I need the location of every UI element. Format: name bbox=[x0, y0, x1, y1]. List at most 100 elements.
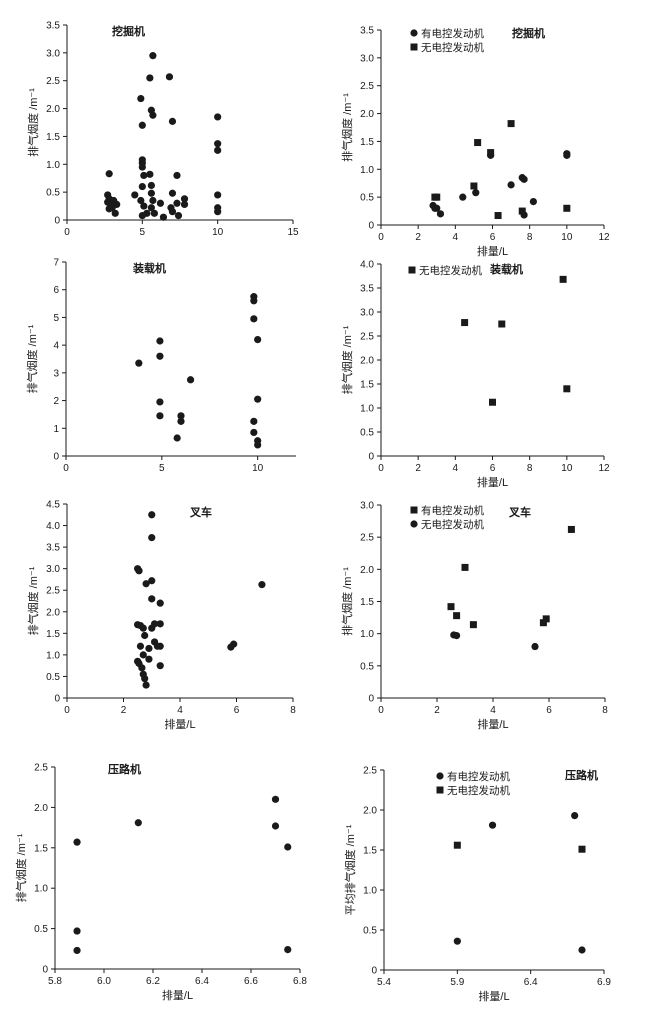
x-tick-label-6: 6 bbox=[234, 705, 240, 716]
data-point bbox=[254, 441, 262, 449]
y-tick-label-1p5: 1.5 bbox=[360, 137, 374, 148]
data-point bbox=[159, 213, 168, 221]
data-point bbox=[529, 198, 537, 206]
y-axis-label: 排气烟度 /m⁻¹ bbox=[26, 88, 40, 157]
y-tick-label-2p0: 2.0 bbox=[360, 356, 374, 367]
chart-loader-1: 0 5 10 0 1 2 3 4 5 6 7 排气烟度 /m⁻¹ 装载机 bbox=[25, 258, 296, 474]
data-point bbox=[156, 620, 164, 628]
x-axis-label: 排量/L bbox=[478, 989, 509, 1003]
x-axis-label: 排量/L bbox=[477, 717, 508, 731]
x-tick-label-6p0: 6.0 bbox=[97, 976, 111, 987]
legend-label: 有电控发动机 bbox=[447, 770, 510, 783]
x-tick-label-5p4: 5.4 bbox=[377, 977, 391, 988]
data-point bbox=[168, 117, 177, 125]
data-point bbox=[73, 946, 81, 955]
data-point bbox=[436, 210, 445, 218]
data-point bbox=[173, 434, 181, 442]
data-point bbox=[142, 580, 150, 588]
y-tick-label-1: 1 bbox=[53, 424, 59, 435]
chart-title: 压路机 bbox=[565, 768, 598, 782]
x-tick-label-10: 10 bbox=[561, 232, 573, 243]
data-point bbox=[284, 843, 292, 851]
y-tick-label-3p0: 3.0 bbox=[360, 53, 374, 64]
data-point bbox=[143, 209, 151, 217]
data-point bbox=[165, 73, 174, 81]
y-tick-label-2p5: 2.5 bbox=[46, 76, 60, 87]
data-point bbox=[137, 94, 145, 103]
y-tick-label-3p5: 3.5 bbox=[360, 26, 374, 37]
x-tick-label-6: 6 bbox=[546, 705, 552, 716]
data-point bbox=[453, 841, 461, 849]
legend-label: 有电控发动机 bbox=[421, 504, 484, 517]
chart-title: 叉车 bbox=[508, 505, 531, 519]
data-point bbox=[113, 200, 121, 208]
y-tick-label-3p0: 3.0 bbox=[46, 564, 60, 575]
data-point bbox=[168, 208, 177, 216]
data-point bbox=[214, 140, 222, 148]
x-tick-label-6p9: 6.9 bbox=[597, 977, 611, 988]
y-tick-label-4p5: 4.5 bbox=[46, 500, 60, 511]
y-tick-label-0: 0 bbox=[371, 966, 377, 977]
chart-loader-2: 0 2 4 6 8 10 12 0 0.5 1.0 1.5 2.0 2.5 3.0 3.5 4.0 排量/L 排气… bbox=[340, 260, 610, 490]
data-point bbox=[459, 193, 467, 201]
data-point bbox=[453, 612, 461, 620]
y-tick-label-3p0: 3.0 bbox=[46, 48, 60, 59]
data-point bbox=[214, 208, 222, 216]
x-tick-label-12: 12 bbox=[598, 232, 610, 243]
y-axis-label: 排气烟度 /m⁻¹ bbox=[14, 833, 28, 902]
data-point bbox=[148, 577, 156, 585]
x-tick-label-6p4: 6.4 bbox=[195, 976, 209, 987]
data-point bbox=[258, 581, 266, 589]
data-point bbox=[518, 207, 526, 215]
data-point bbox=[559, 275, 567, 283]
data-point bbox=[148, 595, 156, 603]
y-tick-label-0: 0 bbox=[42, 965, 48, 976]
x-tick-label-0: 0 bbox=[378, 232, 384, 243]
data-point bbox=[433, 204, 441, 212]
legend-label: 无电控发动机 bbox=[447, 784, 510, 797]
data-point bbox=[578, 946, 586, 954]
data-point bbox=[254, 336, 262, 344]
data-point bbox=[487, 149, 495, 157]
y-tick-label-4p0: 4.0 bbox=[46, 521, 60, 532]
data-point bbox=[148, 534, 156, 542]
data-point bbox=[250, 315, 258, 323]
data-point bbox=[469, 621, 477, 629]
data-point bbox=[140, 202, 148, 210]
chart-forklift-2: 0 2 4 6 8 0 0.5 1.0 1.5 2.0 2.5 3.0 排量/L 排气烟度 /m⁻¹ 叉车 有… bbox=[340, 501, 608, 732]
y-tick-label-2p0: 2.0 bbox=[34, 803, 48, 814]
data-point bbox=[571, 812, 579, 820]
y-tick-label-4: 4 bbox=[53, 341, 59, 352]
y-tick-label-0: 0 bbox=[54, 216, 60, 227]
y-tick-label-1p5: 1.5 bbox=[34, 843, 48, 854]
legend-label: 有电控发动机 bbox=[421, 27, 484, 40]
y-tick-label-1p0: 1.0 bbox=[46, 650, 60, 661]
y-tick-label-1p5: 1.5 bbox=[363, 846, 377, 857]
data-point bbox=[250, 297, 258, 305]
y-tick-label-0p5: 0.5 bbox=[360, 428, 374, 439]
y-tick-label-1p0: 1.0 bbox=[360, 165, 374, 176]
x-axis-label: 排量/L bbox=[477, 475, 508, 489]
data-point bbox=[140, 171, 148, 180]
data-point bbox=[186, 376, 195, 384]
data-point bbox=[250, 428, 258, 437]
y-tick-label-5: 5 bbox=[53, 313, 59, 324]
legend-label: 无电控发动机 bbox=[421, 518, 484, 531]
data-point bbox=[461, 563, 469, 571]
data-point bbox=[131, 191, 139, 199]
y-tick-label-0p5: 0.5 bbox=[46, 672, 60, 683]
data-point bbox=[139, 651, 147, 659]
y-tick-label-7: 7 bbox=[53, 258, 59, 269]
data-point bbox=[156, 352, 164, 360]
data-point bbox=[149, 196, 157, 205]
y-tick-label-2p0: 2.0 bbox=[363, 806, 377, 817]
x-tick-label-5: 5 bbox=[140, 227, 146, 238]
data-point bbox=[284, 946, 292, 954]
data-point bbox=[138, 182, 146, 191]
data-point bbox=[539, 619, 547, 627]
data-point bbox=[156, 398, 164, 406]
data-point bbox=[148, 624, 156, 632]
data-point bbox=[145, 655, 153, 663]
x-tick-label-0: 0 bbox=[64, 705, 70, 716]
y-tick-label-0: 0 bbox=[53, 452, 59, 463]
